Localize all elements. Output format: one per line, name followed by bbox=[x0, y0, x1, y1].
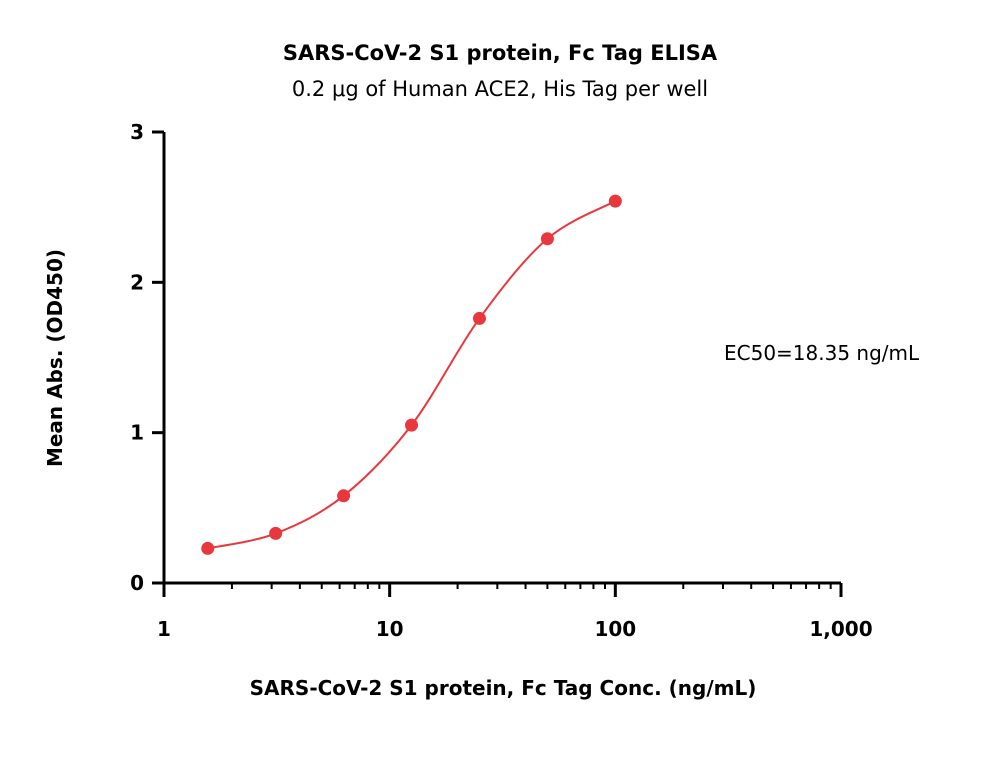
y-tick-label: 0 bbox=[130, 571, 144, 595]
x-tick-label: 10 bbox=[376, 617, 404, 641]
y-tick-label: 3 bbox=[130, 120, 144, 144]
y-axis-label: Mean Abs. (OD450) bbox=[43, 249, 67, 467]
data-point bbox=[269, 526, 283, 540]
data-point bbox=[201, 541, 215, 555]
x-tick-label: 1 bbox=[157, 617, 171, 641]
x-tick-label: 100 bbox=[594, 617, 636, 641]
data-point bbox=[405, 418, 419, 432]
axes bbox=[162, 132, 841, 585]
x-ticks: 1 10 100 1,000 bbox=[157, 583, 873, 641]
x-axis-label: SARS-CoV-2 S1 protein, Fc Tag Conc. (ng/… bbox=[250, 676, 757, 700]
y-tick-label: 2 bbox=[130, 270, 144, 294]
data-point bbox=[608, 194, 622, 208]
chart-title: SARS-CoV-2 S1 protein, Fc Tag ELISA bbox=[283, 41, 718, 65]
data-points-layer bbox=[201, 194, 622, 555]
data-point bbox=[540, 232, 554, 246]
y-ticks: 0 1 2 3 bbox=[130, 120, 164, 595]
data-point bbox=[337, 489, 351, 503]
y-tick-label: 1 bbox=[130, 421, 144, 445]
x-tick-label: 1,000 bbox=[809, 617, 872, 641]
fit-curve-layer bbox=[207, 200, 616, 550]
fit-curve bbox=[207, 200, 616, 550]
chart-subtitle: 0.2 μg of Human ACE2, His Tag per well bbox=[292, 77, 708, 101]
data-point bbox=[472, 311, 486, 325]
ec50-annotation: EC50=18.35 ng/mL bbox=[724, 341, 920, 365]
